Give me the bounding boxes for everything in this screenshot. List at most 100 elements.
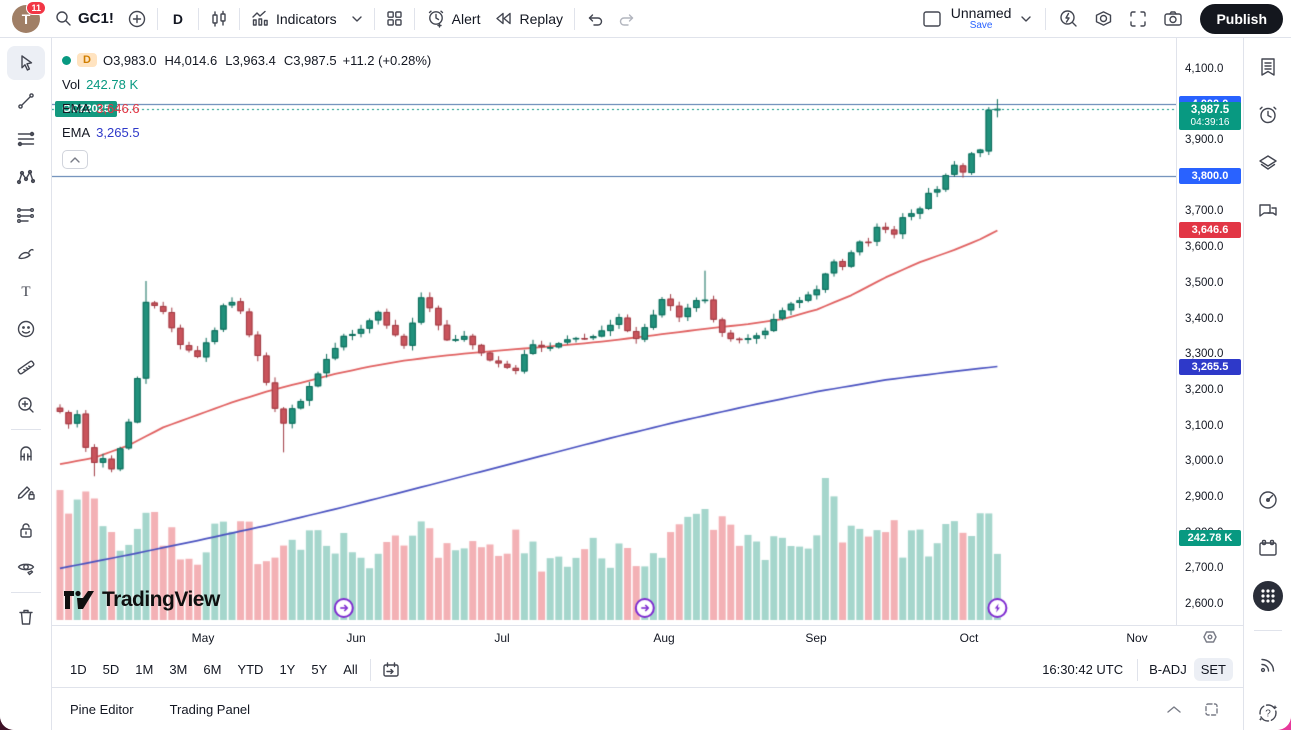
interval-button[interactable]: D bbox=[162, 5, 194, 33]
volume-legend-row[interactable]: Vol 242.78 K bbox=[62, 72, 431, 96]
xabcd-pattern-tool-button[interactable] bbox=[7, 160, 45, 194]
layout-name-button[interactable]: Unnamed Save bbox=[951, 6, 1012, 31]
chart-legend: D O3,983.0 H4,014.6 L3,963.4 C3,987.5 +11.2… bbox=[62, 48, 431, 169]
alerts-panel-button[interactable] bbox=[1249, 98, 1287, 132]
price-axis[interactable]: 4,100.0 3,900.0 3,700.0 3,600.0 3,500.0 3,400… bbox=[1176, 38, 1243, 625]
emoji-tool-button[interactable] bbox=[7, 312, 45, 346]
apps-grid-button[interactable] bbox=[1249, 579, 1287, 613]
indicators-label: Indicators bbox=[275, 10, 337, 27]
pine-editor-tab[interactable]: Pine Editor bbox=[70, 701, 134, 717]
lock-all-drawings-button[interactable] bbox=[7, 513, 45, 547]
brush-tool-button[interactable] bbox=[7, 236, 45, 270]
price-axis-badge: 3,646.6 bbox=[1179, 222, 1241, 239]
price-tick: 3,400.0 bbox=[1185, 312, 1224, 325]
volume-value: 242.78 K bbox=[86, 76, 139, 92]
fullscreen-icon bbox=[1129, 10, 1147, 28]
divider bbox=[238, 7, 240, 30]
chart-area[interactable]: D O3,983.0 H4,014.6 L3,963.4 C3,987.5 +11.2… bbox=[52, 38, 1243, 652]
month-tick-label: May bbox=[191, 631, 215, 645]
month-tick-label: Jul bbox=[494, 631, 510, 645]
panel-maximize-icon[interactable] bbox=[1204, 702, 1219, 717]
user-avatar[interactable]: T 11 bbox=[12, 0, 46, 33]
divider bbox=[156, 7, 158, 30]
notification-badge: 11 bbox=[26, 0, 46, 15]
range-button-1y[interactable]: 1Y bbox=[279, 662, 296, 677]
drawing-mode-lock-button[interactable] bbox=[7, 475, 45, 509]
calendar-button[interactable] bbox=[1249, 531, 1287, 565]
ohlc-item: O3,983.0 bbox=[102, 52, 157, 68]
range-button-5d[interactable]: 5D bbox=[102, 662, 120, 677]
session-button[interactable]: SET bbox=[1193, 658, 1233, 681]
bottom-toolbar: 1D 5D 1M 3M 6M YTD 1Y 5Y All 16:30:42 UTC B-ADJ … bbox=[52, 652, 1243, 688]
range-button-ytd[interactable]: YTD bbox=[237, 662, 264, 677]
candlestick-chart-canvas[interactable] bbox=[52, 38, 1176, 625]
range-button-1m[interactable]: 1M bbox=[135, 662, 154, 677]
volume-label: Vol bbox=[62, 76, 81, 92]
undo-button[interactable] bbox=[579, 8, 611, 30]
text-tool-button[interactable]: T bbox=[7, 274, 45, 308]
layout-square-icon bbox=[922, 10, 942, 28]
ema-fast-value: 3,646.6 bbox=[96, 100, 140, 116]
range-button-6m[interactable]: 6M bbox=[203, 662, 222, 677]
tradingview-logo[interactable]: TradingView bbox=[64, 588, 220, 612]
candlestick-icon bbox=[210, 10, 228, 28]
ohlc-item: L3,963.4 bbox=[225, 52, 276, 68]
alert-button[interactable]: Alert bbox=[419, 5, 488, 32]
remove-objects-button[interactable] bbox=[7, 600, 45, 634]
panel-collapse-icon[interactable] bbox=[1166, 705, 1182, 714]
zoom-in-tool-button[interactable] bbox=[7, 388, 45, 422]
quick-search-bolt-icon bbox=[1059, 9, 1078, 28]
axis-settings-icon[interactable] bbox=[1202, 630, 1218, 644]
compare-add-button[interactable] bbox=[121, 6, 153, 32]
range-button-1d[interactable]: 1D bbox=[70, 662, 87, 677]
quick-search-button[interactable] bbox=[1052, 5, 1085, 32]
layers-panel-button[interactable] bbox=[1249, 146, 1287, 180]
trend-line-tool-button[interactable] bbox=[7, 84, 45, 118]
go-to-date-button[interactable] bbox=[375, 657, 408, 682]
chats-button[interactable] bbox=[1249, 194, 1287, 228]
fib-retracement-tool-button[interactable] bbox=[7, 122, 45, 156]
ema-slow-legend-row[interactable]: EMA 3,265.5 bbox=[62, 120, 431, 144]
gear-icon bbox=[1094, 9, 1113, 28]
adjust-data-button[interactable]: B-ADJ bbox=[1149, 662, 1187, 677]
tradingview-wordmark: TradingView bbox=[102, 588, 220, 611]
time-axis[interactable]: May Jun Jul Aug Sep Oct Nov bbox=[52, 625, 1243, 652]
range-button-5y[interactable]: 5Y bbox=[311, 662, 328, 677]
layout-menu-button[interactable] bbox=[1013, 11, 1039, 27]
clock-utc[interactable]: 16:30:42 UTC bbox=[1042, 662, 1124, 677]
trading-panel-tab[interactable]: Trading Panel bbox=[169, 701, 251, 717]
screener-gauge-button[interactable] bbox=[1249, 483, 1287, 517]
grid-layout-button[interactable] bbox=[379, 6, 410, 31]
settings-button[interactable] bbox=[1087, 5, 1120, 32]
legend-collapse-button[interactable] bbox=[62, 150, 88, 169]
replay-button[interactable]: Replay bbox=[487, 7, 570, 31]
price-axis-badge: 3,800.0 bbox=[1179, 167, 1241, 184]
fullscreen-button[interactable] bbox=[1122, 6, 1154, 32]
svg-text:?: ? bbox=[1265, 709, 1271, 720]
layout-select-button[interactable] bbox=[915, 6, 949, 32]
magnet-mode-button[interactable] bbox=[7, 437, 45, 471]
projection-tool-button[interactable] bbox=[7, 198, 45, 232]
price-tick: 3,000.0 bbox=[1185, 455, 1224, 468]
hide-drawings-button[interactable] bbox=[7, 551, 45, 585]
indicator-templates-button[interactable] bbox=[344, 11, 370, 27]
streams-button[interactable] bbox=[1249, 648, 1287, 682]
help-assistant-button[interactable]: ? bbox=[1249, 696, 1287, 730]
cursor-tool-button[interactable] bbox=[6, 46, 45, 80]
redo-button[interactable] bbox=[611, 8, 643, 30]
chart-style-button[interactable] bbox=[203, 6, 235, 32]
main-series-legend-row[interactable]: D O3,983.0 H4,014.6 L3,963.4 C3,987.5 +11.2… bbox=[62, 48, 431, 72]
ema-fast-legend-row[interactable]: EMA 3,646.6 bbox=[62, 96, 431, 120]
symbol-search-button[interactable]: GC1! bbox=[48, 6, 121, 31]
divider bbox=[10, 592, 41, 593]
alert-label: Alert bbox=[451, 10, 481, 27]
snapshot-button[interactable] bbox=[1156, 6, 1190, 31]
range-button-3m[interactable]: 3M bbox=[169, 662, 188, 677]
range-button-all[interactable]: All bbox=[343, 662, 358, 677]
search-icon bbox=[55, 10, 72, 27]
indicators-button[interactable]: Indicators bbox=[244, 6, 344, 31]
ruler-tool-button[interactable] bbox=[7, 350, 45, 384]
publish-button[interactable]: Publish bbox=[1200, 3, 1283, 34]
watchlist-button[interactable] bbox=[1249, 50, 1287, 84]
right-sidebar: ? bbox=[1243, 38, 1291, 730]
